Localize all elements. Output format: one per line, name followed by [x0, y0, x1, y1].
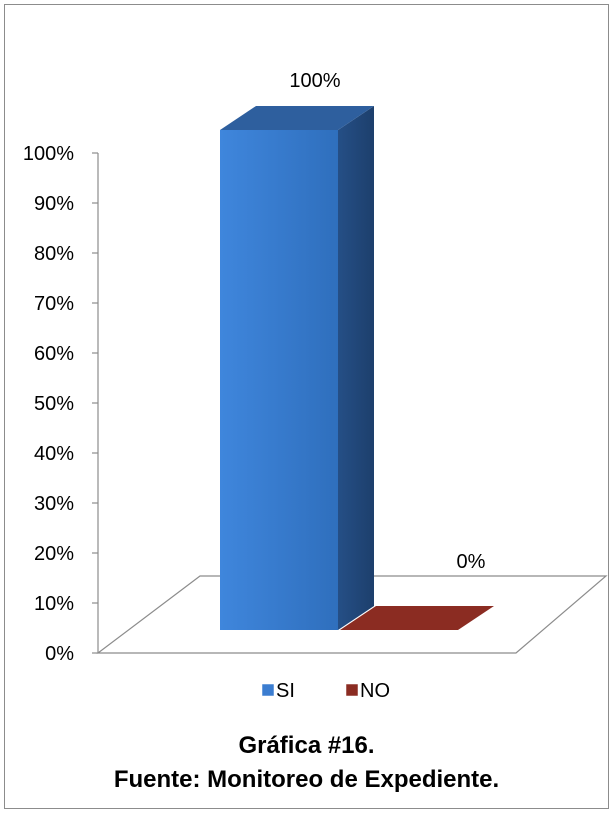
bar-top-face: [340, 606, 494, 630]
chart-caption-title: Gráfica #16.: [238, 732, 375, 759]
legend-label-si: SI: [276, 680, 295, 702]
bar-si: [220, 106, 374, 630]
y-tick-label: 100%: [23, 143, 74, 165]
y-tick-label: 60%: [34, 343, 74, 365]
legend-swatch-no: [345, 683, 359, 697]
bar-top-face: [220, 106, 374, 130]
y-tick-label: 90%: [34, 193, 74, 215]
chart-caption-source: Fuente: Monitoreo de Expediente.: [113, 766, 500, 793]
data-label: 100%: [289, 70, 340, 92]
y-tick-label: 20%: [34, 543, 74, 565]
data-label: 0%: [457, 551, 486, 573]
bar-side-face: [338, 106, 374, 630]
legend-label-no: NO: [360, 680, 390, 702]
legend-swatch-si: [261, 683, 275, 697]
y-tick-label: 40%: [34, 443, 74, 465]
y-tick-label: 30%: [34, 493, 74, 515]
y-tick-label: 70%: [34, 293, 74, 315]
y-tick-label: 0%: [45, 643, 74, 665]
bar-no: [340, 606, 494, 630]
y-tick-label: 50%: [34, 393, 74, 415]
y-tick-label: 80%: [34, 243, 74, 265]
bar-front-face: [220, 130, 338, 630]
y-tick-label: 10%: [34, 593, 74, 615]
